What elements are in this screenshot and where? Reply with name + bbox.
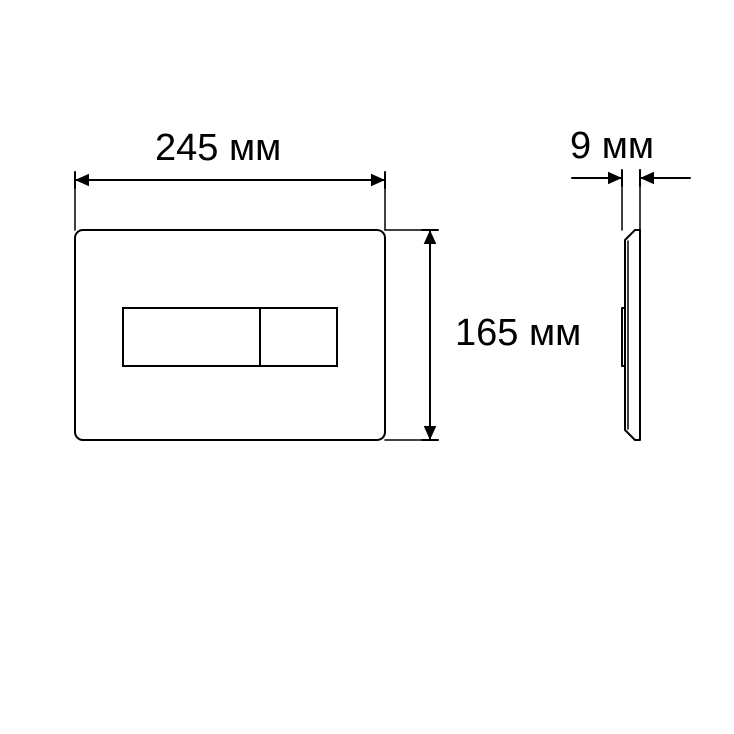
dimension-height-label: 165 мм bbox=[455, 312, 581, 354]
front-plate bbox=[75, 230, 385, 440]
dimension-depth-label: 9 мм bbox=[570, 125, 654, 167]
button-cutout bbox=[123, 308, 337, 366]
dimension-width-label: 245 мм bbox=[155, 127, 281, 169]
